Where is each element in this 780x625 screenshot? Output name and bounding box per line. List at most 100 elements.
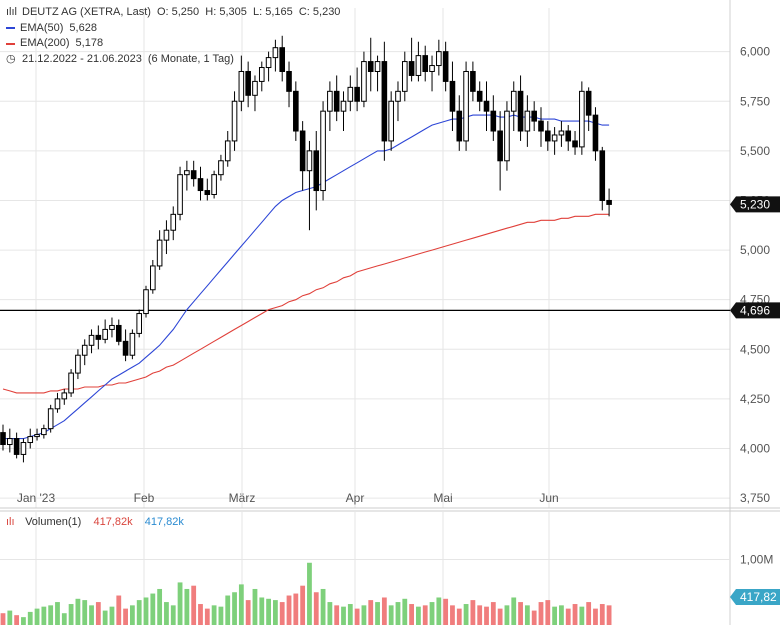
date-range: 21.12.2022 - 21.06.2023: [22, 52, 142, 65]
candle: [41, 424, 47, 439]
candle: [320, 101, 326, 201]
volume-bar: [48, 605, 54, 625]
volume-bar: [586, 602, 592, 625]
volume-bar: [34, 608, 40, 625]
candle-body: [510, 90, 517, 112]
volume-bar: [572, 604, 578, 625]
candle-body: [88, 334, 95, 346]
candle: [585, 87, 592, 132]
volume-bar: [89, 605, 94, 625]
candle-body: [490, 110, 497, 132]
candle: [136, 309, 142, 338]
candle: [115, 319, 122, 346]
candle: [538, 107, 544, 147]
candle: [313, 131, 320, 211]
candle: [361, 51, 367, 108]
candle: [340, 91, 347, 132]
ema50-label: EMA(50): [20, 21, 64, 34]
candle: [27, 428, 34, 449]
y-tick-label: 5,500: [740, 144, 770, 158]
volume-bar: [334, 605, 340, 625]
candle-body: [361, 61, 367, 102]
volume-legend: ılı Volumen(1) 417,82k 417,82k: [6, 516, 184, 528]
chart-title: DEUTZ AG (XETRA, Last): [22, 6, 151, 18]
candle: [422, 45, 429, 82]
candle: [606, 188, 612, 217]
volume-bar: [552, 606, 558, 625]
volume-bar: [129, 605, 135, 625]
volume-bar: [123, 608, 128, 625]
candle: [238, 55, 245, 112]
candle: [476, 81, 483, 112]
candle: [333, 75, 340, 122]
candle-body: [367, 61, 374, 72]
ema50-value: 5,628: [69, 21, 97, 34]
candlestick-series: [0, 35, 612, 463]
candle: [13, 432, 20, 459]
candle-body: [408, 61, 415, 76]
candle: [592, 107, 599, 161]
volume-bar: [211, 605, 217, 625]
candle-body: [81, 344, 88, 356]
volume-bar: [238, 584, 244, 625]
volume-bar: [354, 608, 360, 625]
ema50-path: [3, 114, 610, 440]
volume-bar: [245, 600, 251, 625]
candle: [47, 404, 54, 433]
candle: [490, 95, 497, 141]
candle-body: [606, 199, 612, 205]
candle: [265, 51, 272, 82]
candle-body: [599, 150, 606, 201]
volume-bar: [259, 597, 265, 625]
candle: [436, 39, 442, 76]
candle-body: [293, 90, 299, 132]
candle: [299, 121, 306, 191]
candle-body: [0, 432, 6, 446]
candle: [497, 111, 503, 191]
volume-bars: [0, 562, 612, 625]
x-tick-label: Jun: [539, 491, 558, 505]
volume-bar: [368, 600, 374, 625]
volume-bar: [327, 602, 333, 625]
candle-body: [47, 408, 54, 430]
candle-body: [95, 334, 102, 340]
volume-bar: [184, 588, 190, 625]
volume-bar: [565, 608, 571, 625]
candle: [545, 121, 551, 151]
volume-value-blue: 417,82k: [144, 516, 184, 528]
candle-body: [538, 120, 544, 132]
candle: [143, 285, 149, 318]
volume-bar: [279, 602, 285, 625]
candle: [565, 125, 572, 151]
y-tick-label: 6,000: [740, 45, 770, 59]
candle-body: [415, 55, 422, 76]
candle: [401, 51, 408, 102]
volume-bar: [497, 608, 503, 625]
title-row: ılıl DEUTZ AG (XETRA, Last) O: 5,250 H: …: [6, 5, 340, 21]
candle: [442, 41, 449, 92]
bar-chart-icon: ılıl: [6, 6, 17, 18]
ema50-line: [3, 114, 610, 440]
y-tick-label: 4,250: [740, 392, 770, 406]
x-tick-label: Apr: [346, 491, 365, 505]
candle-body: [551, 134, 558, 142]
candle-body: [306, 150, 313, 172]
candle-body: [41, 428, 47, 436]
candle-body: [497, 130, 503, 162]
candle: [306, 140, 313, 231]
candle: [531, 101, 537, 132]
candle-body: [504, 110, 510, 162]
candle: [517, 75, 524, 141]
candle-body: [592, 114, 599, 152]
volume-bar: [443, 598, 449, 625]
candle-body: [20, 442, 27, 455]
volume-last-badge-text: 417,82: [740, 590, 777, 604]
candle-body: [320, 110, 326, 192]
candle-body: [299, 130, 306, 172]
ema200-label: EMA(200): [20, 37, 70, 49]
candle-body: [313, 150, 320, 192]
volume-bar: [300, 585, 306, 625]
candle: [95, 325, 102, 350]
candle-body: [129, 332, 136, 356]
volume-bar: [579, 606, 585, 625]
